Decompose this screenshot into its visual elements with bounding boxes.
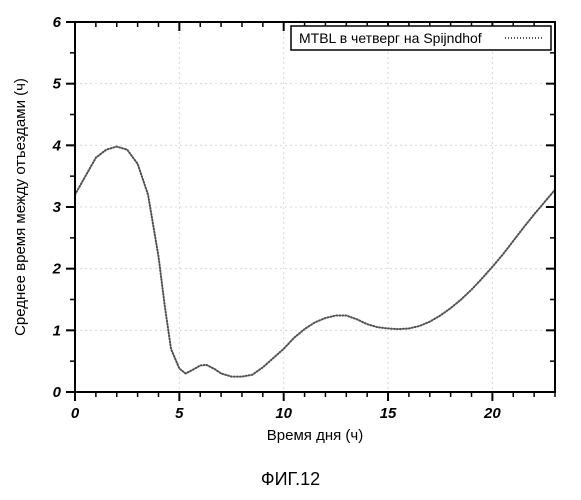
x-tick-label: 15 [380, 405, 397, 422]
figure-caption: ФИГ.12 [0, 469, 581, 490]
y-tick-label: 5 [53, 76, 62, 93]
y-tick-label: 6 [53, 14, 62, 31]
y-tick-label: 2 [52, 261, 62, 278]
y-tick-label: 4 [52, 137, 62, 154]
x-tick-label: 0 [71, 405, 80, 422]
y-axis-label: Среднее время между отъездами (ч) [12, 78, 29, 336]
x-tick-label: 20 [483, 405, 501, 422]
x-axis-label: Время дня (ч) [267, 427, 363, 444]
y-tick-label: 3 [53, 199, 62, 216]
x-tick-label: 10 [275, 405, 292, 422]
y-tick-label: 1 [53, 322, 61, 339]
line-chart: 0 5 10 15 20 0 1 2 3 4 5 6 Время дня (ч) Среднее врем… [0, 0, 581, 450]
x-tick-label: 5 [175, 405, 184, 422]
figure-container: 0 5 10 15 20 0 1 2 3 4 5 6 Время дня (ч) Среднее врем… [0, 0, 581, 500]
legend-label: MTBL в четверг на Spijndhof [299, 30, 482, 46]
y-tick-label: 0 [53, 384, 62, 401]
